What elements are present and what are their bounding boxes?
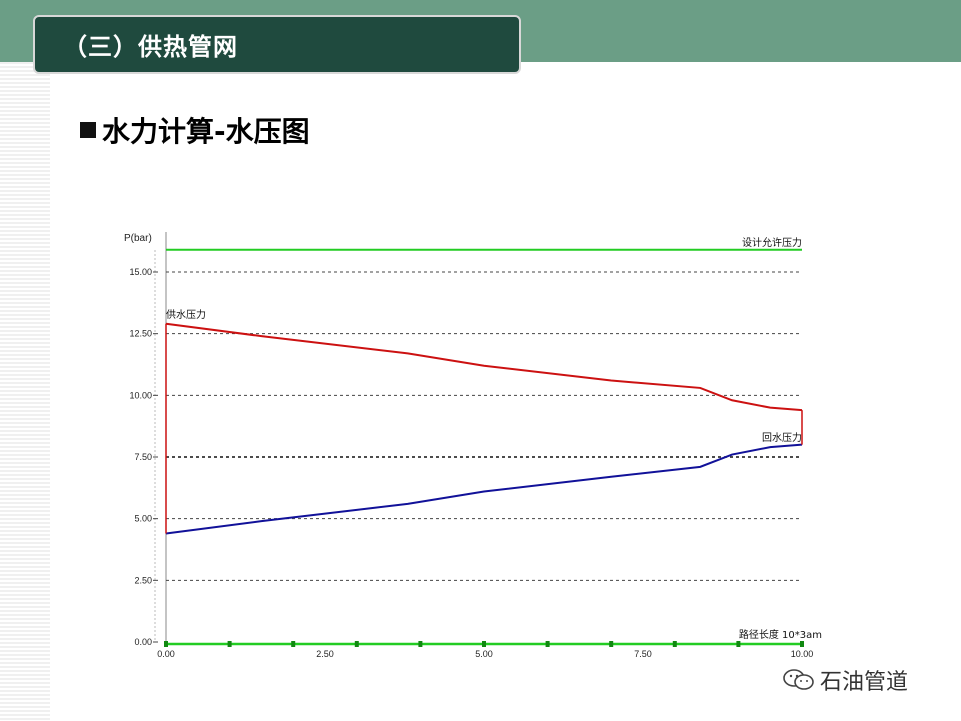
watermark: 石油管道 <box>782 664 908 696</box>
x-axis-marker <box>545 641 550 647</box>
x-axis-marker <box>227 641 232 647</box>
y-tick-label: 15.00 <box>129 267 152 277</box>
x-axis-marker <box>164 641 168 647</box>
x-axis-marker <box>418 641 423 647</box>
series-line-2 <box>165 443 803 535</box>
x-axis-label: 路径长度 10*3am <box>739 628 822 641</box>
watermark-text: 石油管道 <box>820 670 909 695</box>
x-axis-marker <box>354 641 359 647</box>
x-tick-label: 0.00 <box>157 649 175 659</box>
x-tick-label: 10.00 <box>791 649 814 659</box>
y-tick-label: 7.50 <box>134 452 152 462</box>
chat-bubble-icon <box>783 669 814 690</box>
x-axis-marker <box>800 641 804 647</box>
x-tick-label: 2.50 <box>316 649 334 659</box>
section-heading-text: 水力计算-水压图 <box>102 115 310 148</box>
y-tick-label: 2.50 <box>134 575 152 585</box>
y-tick-label: 0.00 <box>134 637 152 647</box>
x-axis-marker <box>672 641 677 647</box>
label-allowable-pressure: 设计允许压力 <box>742 236 802 249</box>
section-heading: 水力计算-水压图 <box>80 110 310 150</box>
series-line-1 <box>165 322 803 412</box>
page-title: （三）供热管网 <box>63 33 238 61</box>
square-bullet-icon <box>80 122 96 138</box>
x-axis-marker <box>609 641 614 647</box>
x-axis-marker <box>736 641 741 647</box>
label-return-pressure: 回水压力 <box>762 431 802 444</box>
x-tick-label: 5.00 <box>475 649 493 659</box>
label-supply-pressure: 供水压力 <box>166 308 206 321</box>
y-axis-label: P(bar) <box>124 233 152 244</box>
y-tick-label: 12.50 <box>129 329 152 339</box>
x-axis-marker <box>482 641 486 647</box>
y-tick-label: 5.00 <box>134 514 152 524</box>
y-tick-label: 10.00 <box>129 390 152 400</box>
title-banner: （三）供热管网 <box>33 15 521 74</box>
x-tick-label: 7.50 <box>634 649 652 659</box>
x-axis-marker <box>291 641 296 647</box>
left-decoration <box>0 62 50 721</box>
